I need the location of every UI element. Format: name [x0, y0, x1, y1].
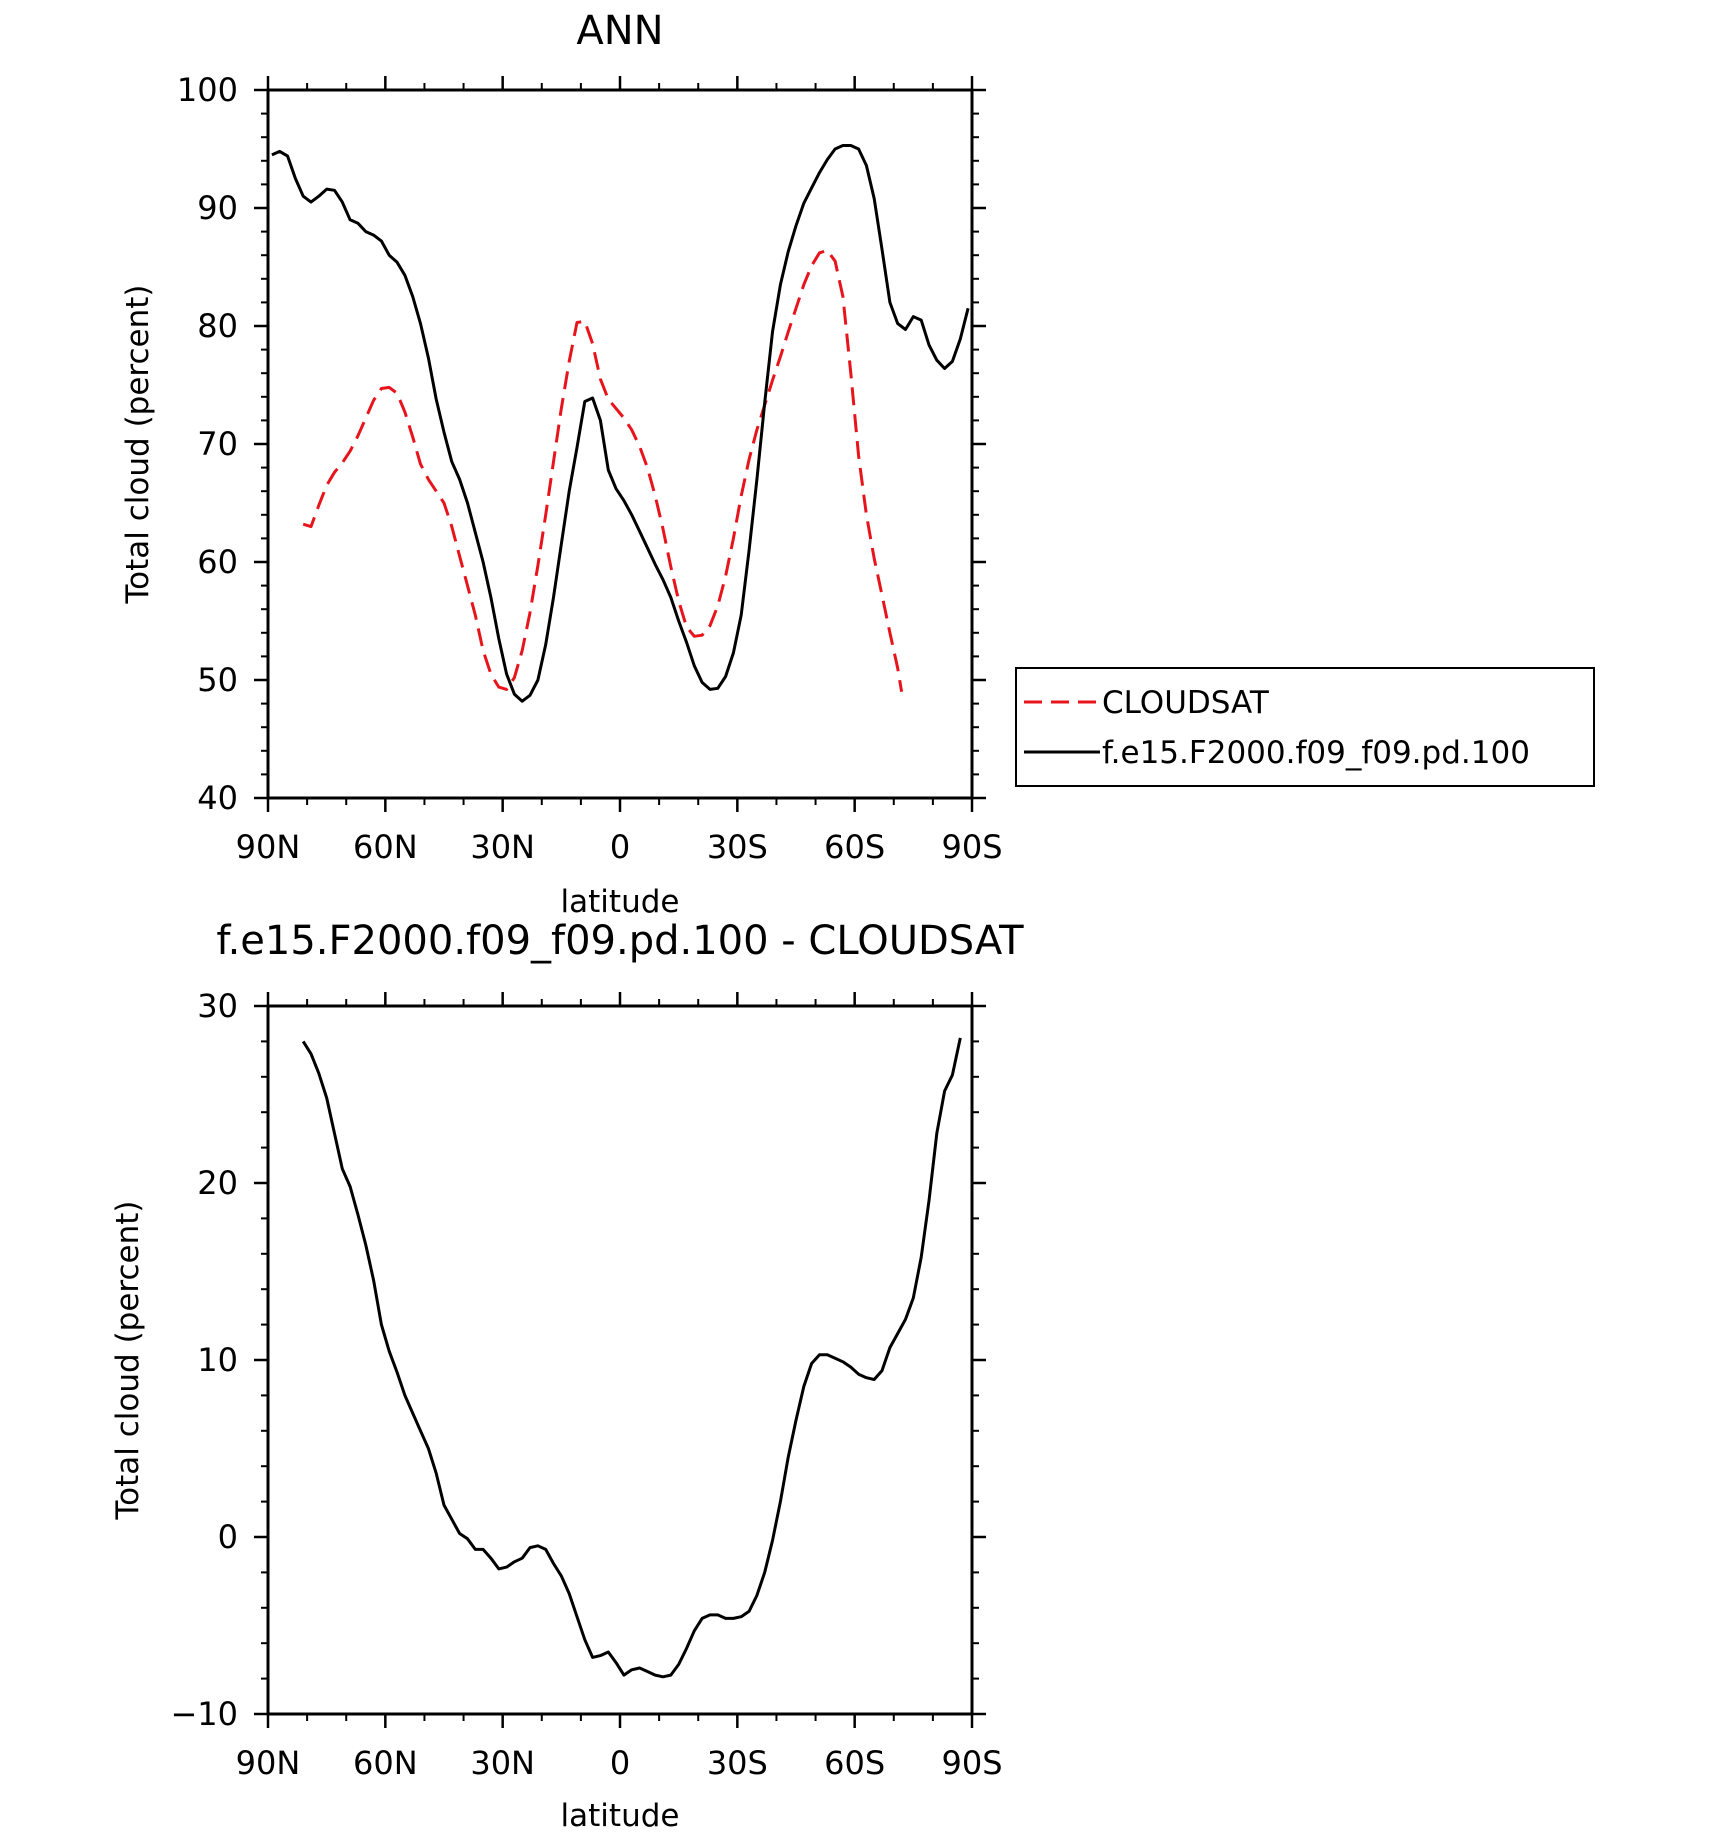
- top-y-tick-label: 80: [197, 307, 238, 345]
- top-y-tick-label: 50: [197, 661, 238, 699]
- top-y-tick-label: 40: [197, 779, 238, 817]
- top-x-tick-label: 30N: [470, 828, 535, 866]
- bottom-x-tick-label: 60N: [353, 1744, 418, 1782]
- bottom-x-tick-label: 90N: [236, 1744, 301, 1782]
- top-x-tick-label: 60S: [824, 828, 885, 866]
- bottom-chart-title: f.e15.F2000.f09_f09.pd.100 - CLOUDSAT: [216, 918, 1024, 964]
- bottom-y-axis-label: Total cloud (percent): [110, 1201, 146, 1521]
- top-x-tick-label: 0: [610, 828, 630, 866]
- top-plot-frame: [266, 88, 974, 800]
- legend-entry: f.e15.F2000.f09_f09.pd.100: [1102, 735, 1530, 771]
- bottom-x-tick-label: 90S: [941, 1744, 1002, 1782]
- bottom-y-tick-label: 20: [197, 1164, 238, 1202]
- bottom-panel-difference: f.e15.F2000.f09_f09.pd.100 - CLOUDSAT 90N…: [110, 918, 1024, 1834]
- top-y-tick-label: 60: [197, 543, 238, 581]
- legend: CLOUDSAT f.e15.F2000.f09_f09.pd.100: [1015, 667, 1595, 787]
- top-x-tick-label: 90N: [236, 828, 301, 866]
- top-y-axis-label: Total cloud (percent): [120, 285, 156, 605]
- bottom-plot-frame: [266, 1004, 974, 1716]
- top-series-line-cloudsat: [302, 249, 904, 693]
- top-y-tick-label: 100: [177, 71, 238, 109]
- bottom-y-tick-label: −10: [170, 1695, 238, 1733]
- bottom-x-tick-label: 30S: [707, 1744, 768, 1782]
- top-x-tick-label: 30S: [707, 828, 768, 866]
- top-series-line-f-e15-f2000-f09-f09-pd-100: [271, 144, 970, 703]
- legend-entry: CLOUDSAT: [1102, 685, 1270, 721]
- bottom-y-tick-label: 0: [218, 1518, 238, 1556]
- bottom-x-tick-label: 0: [610, 1744, 630, 1782]
- top-panel-annual-mean: ANN 90N 60N 30N 0 30S 60S 90S 40 50 60 70 80 90 100 lat…: [120, 8, 1003, 920]
- top-chart-title: ANN: [576, 8, 663, 54]
- bottom-x-tick-label: 30N: [470, 1744, 535, 1782]
- bottom-series-line-0: [301, 1037, 962, 1679]
- bottom-x-tick-label: 60S: [824, 1744, 885, 1782]
- top-x-tick-label: 90S: [941, 828, 1002, 866]
- top-x-axis-label: latitude: [561, 884, 680, 920]
- bottom-x-axis-label: latitude: [561, 1798, 680, 1834]
- top-x-tick-label: 60N: [353, 828, 418, 866]
- legend-box: [1015, 667, 1595, 787]
- top-y-tick-label: 90: [197, 189, 238, 227]
- top-y-tick-label: 70: [197, 425, 238, 463]
- bottom-y-tick-label: 10: [197, 1341, 238, 1379]
- bottom-y-tick-label: 30: [197, 987, 238, 1025]
